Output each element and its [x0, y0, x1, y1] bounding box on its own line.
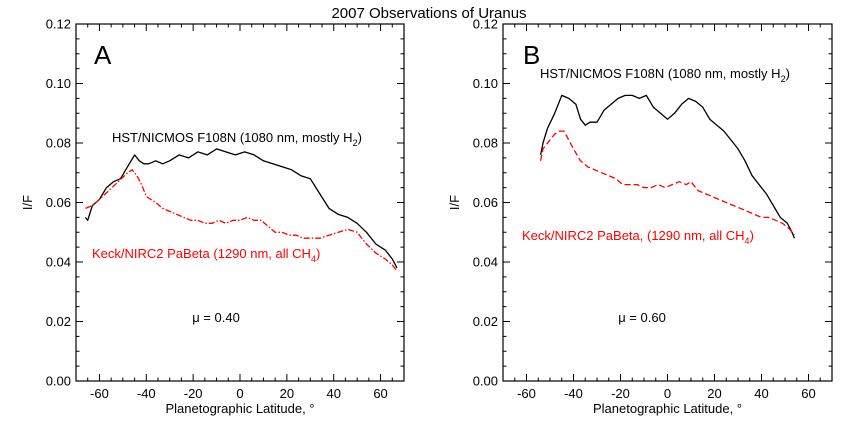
panel-a-ytick-label: 0.12 [46, 17, 71, 32]
panel-b-xtick-label: -40 [564, 386, 583, 401]
panel-a-hst-label-text: HST/NICMOS F108N (1080 nm, mostly H [112, 130, 353, 145]
panel-a-keck-label-close: ) [316, 246, 320, 261]
panel-b-ytick-label: 0.04 [473, 255, 498, 270]
panel-a-y-axis-label: I/F [20, 195, 35, 210]
panel-b-keck-label-subscript: 4 [745, 236, 750, 246]
panel-b-hst-series-line [539, 94, 796, 239]
panel-b-ytick-label: 0.08 [473, 136, 498, 151]
panel-a-xtick-label: 40 [326, 386, 340, 401]
panel-a-hst-label-subscript: 2 [353, 138, 358, 148]
panel-b-ytick-label: 0.12 [473, 17, 498, 32]
panel-a-hst-label: HST/NICMOS F108N (1080 nm, mostly H2) [112, 130, 362, 148]
panel-b-xtick-label: -60 [517, 386, 536, 401]
panel-a-label: A [94, 40, 112, 70]
panel-b-label: B [523, 40, 540, 70]
panel-a-xtick-label: -40 [137, 386, 156, 401]
panel-b-keck-label-close: ) [750, 228, 754, 243]
panel-b-x-axis-label: Planetographic Latitude, ° [593, 401, 742, 416]
panel-a-xtick-label: 0 [236, 386, 243, 401]
panel-a-ytick-label: 0.00 [46, 374, 71, 389]
panel-a-xtick-label: 20 [280, 386, 294, 401]
panel-b-keck-label-text: Keck/NIRC2 PaBeta, (1290 nm, all CH [522, 228, 745, 243]
panel-a-xtick-label: -20 [184, 386, 203, 401]
panel-a-xtick-label: -60 [90, 386, 109, 401]
panel-a-xtick-label: 60 [373, 386, 387, 401]
panel-a-keck-label-subscript: 4 [311, 254, 316, 264]
panel-b-ytick-label: 0.10 [473, 76, 498, 91]
panel-b-hst-label-close: ) [786, 66, 790, 81]
panel-b-hst-label-text: HST/NICMOS F108N (1080 nm, mostly H [540, 66, 781, 81]
panel-a-keck-series-line [85, 169, 398, 272]
panel-b-hst-label-subscript: 2 [781, 74, 786, 84]
panel-a-x-axis-label: Planetographic Latitude, ° [165, 401, 314, 416]
panel-a-ytick-label: 0.08 [46, 136, 71, 151]
panel-b-xtick-label: 20 [707, 386, 721, 401]
panel-b-xtick-label: 40 [754, 386, 768, 401]
panel-a-ytick-label: 0.04 [46, 255, 71, 270]
panel-a-hst-label-close: ) [358, 130, 362, 145]
panel-b-xtick-label: 0 [664, 386, 671, 401]
panel-b-xtick-label: 60 [801, 386, 815, 401]
panel-b-xtick-label: -20 [611, 386, 630, 401]
panel-b-ytick-label: 0.06 [473, 195, 498, 210]
panel-b-ytick-label: 0.02 [473, 314, 498, 329]
panel-a-ytick-label: 0.10 [46, 76, 71, 91]
panel-b-keck-series-line [539, 130, 795, 236]
panel-a-keck-label: Keck/NIRC2 PaBeta (1290 nm, all CH4) [92, 246, 320, 264]
panel-a-ytick-label: 0.06 [46, 195, 71, 210]
panel-b-y-axis-label: I/F [447, 195, 462, 210]
panel-a-hst-series-line [84, 148, 398, 269]
panel-a-ytick-label: 0.02 [46, 314, 71, 329]
panel-b-ytick-label: 0.00 [473, 374, 498, 389]
panel-a-keck-label-text: Keck/NIRC2 PaBeta (1290 nm, all CH [92, 246, 311, 261]
figure-title: 2007 Observations of Uranus [331, 5, 526, 22]
panel-b-mu-annotation: μ = 0.60 [618, 310, 666, 325]
panel-b-keck-label: Keck/NIRC2 PaBeta, (1290 nm, all CH4) [522, 228, 754, 246]
panel-a-mu-annotation: μ = 0.40 [192, 310, 240, 325]
panel-b-hst-label: HST/NICMOS F108N (1080 nm, mostly H2) [540, 66, 790, 84]
